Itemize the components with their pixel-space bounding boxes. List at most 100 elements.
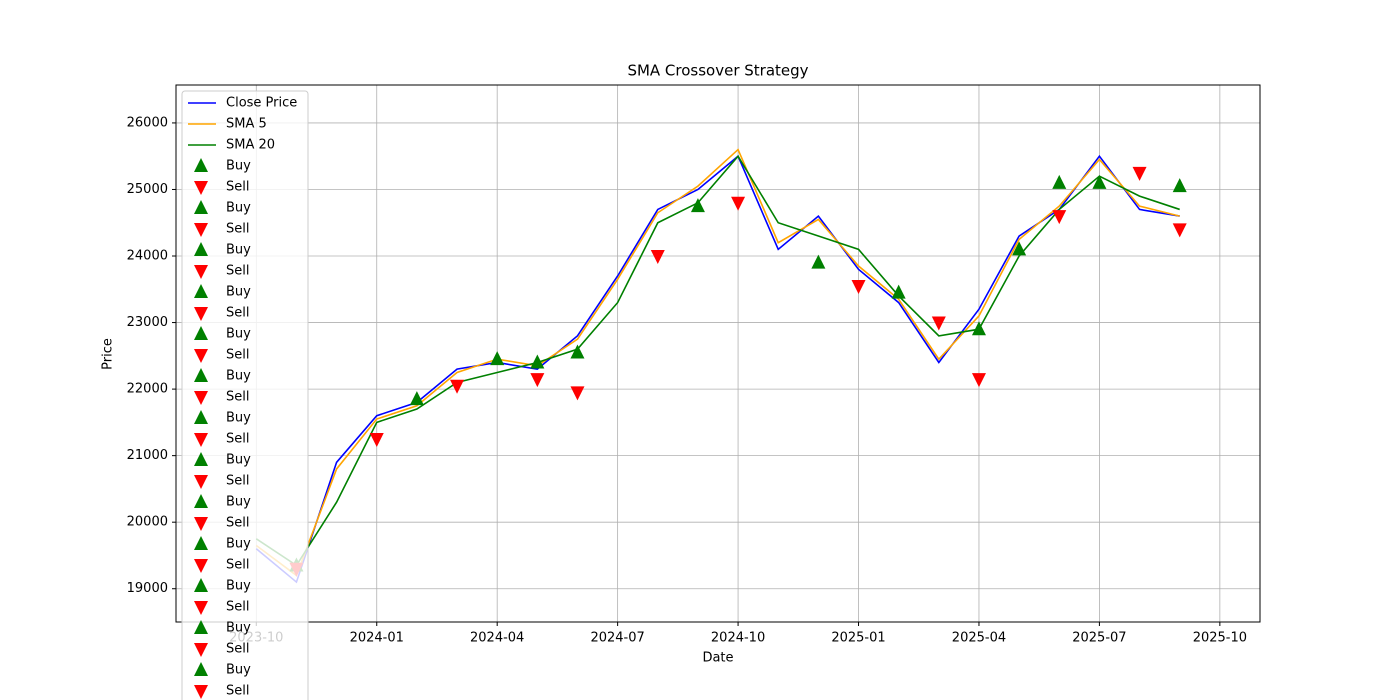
legend-label: Sell bbox=[226, 306, 249, 321]
legend-label: Sell bbox=[226, 558, 249, 573]
legend-label: Sell bbox=[226, 642, 249, 657]
legend-label: Sell bbox=[226, 516, 249, 531]
signal-marker bbox=[490, 351, 505, 366]
x-axis-label: Date bbox=[702, 651, 733, 666]
signal-marker bbox=[1132, 166, 1147, 181]
legend-label: Buy bbox=[226, 243, 251, 258]
y-tick-label: 25000 bbox=[127, 182, 168, 197]
legend-label: Sell bbox=[226, 180, 249, 195]
legend-swatch bbox=[194, 452, 208, 466]
legend-swatch bbox=[194, 158, 208, 172]
signal-marker bbox=[731, 196, 746, 211]
legend-swatch bbox=[194, 475, 208, 489]
y-tick-label: 22000 bbox=[127, 382, 168, 397]
legend-label: Buy bbox=[226, 621, 251, 636]
legend-swatch bbox=[194, 265, 208, 279]
legend-swatch bbox=[194, 601, 208, 615]
x-tick-label: 2024-07 bbox=[590, 631, 644, 646]
signal-marker bbox=[971, 321, 986, 336]
legend-swatch bbox=[194, 223, 208, 237]
y-tick-label: 20000 bbox=[127, 515, 168, 530]
legend-swatch bbox=[194, 643, 208, 657]
legend: Close Price SMA 5 SMA 20 Buy Sell Buy Sell Buy S… bbox=[181, 90, 309, 700]
signal-marker bbox=[1052, 174, 1067, 189]
legend-swatch bbox=[194, 349, 208, 363]
signal-marker bbox=[1172, 178, 1187, 193]
legend-swatch bbox=[194, 536, 208, 550]
legend-box bbox=[181, 90, 309, 700]
plot-frame bbox=[175, 84, 1261, 623]
legend-label: Sell bbox=[226, 432, 249, 447]
legend-swatch bbox=[194, 181, 208, 195]
signal-marker bbox=[1172, 223, 1187, 238]
legend-label: Sell bbox=[226, 474, 249, 489]
signal-marker bbox=[409, 391, 424, 406]
signal-marker bbox=[851, 279, 866, 294]
legend-label: Buy bbox=[226, 327, 251, 342]
signal-marker bbox=[369, 433, 384, 448]
legend-swatch bbox=[194, 391, 208, 405]
legend-label: Buy bbox=[226, 663, 251, 678]
signal-marker bbox=[1092, 174, 1107, 189]
signal-marker bbox=[530, 354, 545, 369]
y-tick-label: 19000 bbox=[127, 581, 168, 596]
signal-marker bbox=[530, 373, 545, 388]
y-tick-label: 26000 bbox=[127, 115, 168, 130]
signal-marker bbox=[811, 254, 826, 269]
legend-label: Buy bbox=[226, 453, 251, 468]
legend-swatch bbox=[194, 578, 208, 592]
signal-marker bbox=[971, 373, 986, 388]
legend-label: Sell bbox=[226, 348, 249, 363]
legend-swatch bbox=[194, 242, 208, 256]
legend-label: Buy bbox=[226, 579, 251, 594]
price-line bbox=[255, 154, 1180, 567]
legend-swatch bbox=[194, 200, 208, 214]
legend-label: Sell bbox=[226, 390, 249, 405]
legend-swatch bbox=[194, 433, 208, 447]
y-tick-label: 23000 bbox=[127, 315, 168, 330]
x-tick-label: 2024-01 bbox=[350, 631, 404, 646]
legend-label: Close Price bbox=[226, 96, 297, 111]
legend-label: Sell bbox=[226, 222, 249, 237]
legend-label: SMA 5 bbox=[226, 117, 267, 132]
legend-swatch bbox=[194, 307, 208, 321]
legend-swatch bbox=[194, 494, 208, 508]
y-tick-label: 21000 bbox=[127, 448, 168, 463]
legend-swatch bbox=[194, 517, 208, 531]
legend-label: Sell bbox=[226, 264, 249, 279]
legend-label: Sell bbox=[226, 600, 249, 615]
y-tick-label: 24000 bbox=[127, 249, 168, 264]
legend-swatch bbox=[194, 368, 208, 382]
legend-label: Buy bbox=[226, 369, 251, 384]
legend-label: Buy bbox=[226, 201, 251, 216]
legend-label: Buy bbox=[226, 411, 251, 426]
signal-marker bbox=[650, 250, 665, 265]
signal-marker bbox=[891, 284, 906, 299]
x-tick-label: 2025-07 bbox=[1072, 631, 1126, 646]
signal-marker bbox=[931, 316, 946, 331]
legend-label: Buy bbox=[226, 159, 251, 174]
legend-swatch bbox=[194, 685, 208, 699]
x-tick-label: 2025-01 bbox=[831, 631, 885, 646]
legend-swatch bbox=[194, 410, 208, 424]
x-tick-label: 2025-10 bbox=[1193, 631, 1247, 646]
legend-swatch bbox=[194, 326, 208, 340]
signal-marker bbox=[450, 379, 465, 394]
price-line bbox=[255, 148, 1180, 577]
x-tick-label: 2024-10 bbox=[711, 631, 765, 646]
signal-marker bbox=[570, 344, 585, 359]
signal-marker bbox=[1052, 210, 1067, 225]
legend-swatch bbox=[194, 559, 208, 573]
x-tick-label: 2025-04 bbox=[952, 631, 1006, 646]
legend-swatch bbox=[194, 620, 208, 634]
y-axis-label: Price bbox=[101, 338, 116, 370]
legend-label: Buy bbox=[226, 285, 251, 300]
chart-title: SMA Crossover Strategy bbox=[627, 62, 808, 80]
signal-marker bbox=[690, 198, 705, 213]
x-tick-label: 2024-04 bbox=[470, 631, 524, 646]
legend-swatch bbox=[194, 662, 208, 676]
legend-label: Sell bbox=[226, 684, 249, 699]
legend-label: Buy bbox=[226, 495, 251, 510]
legend-label: Buy bbox=[226, 537, 251, 552]
